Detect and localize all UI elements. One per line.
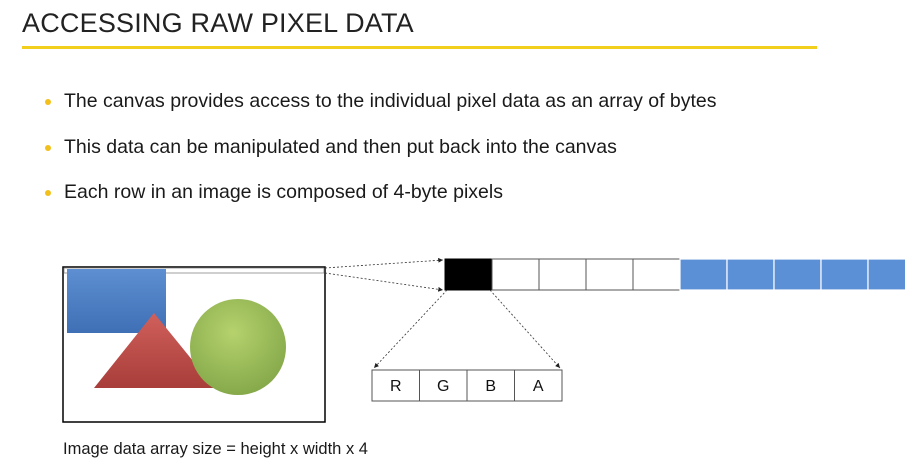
pixel-cell bbox=[867, 258, 905, 291]
pixel-row bbox=[444, 258, 905, 291]
sample-image bbox=[62, 266, 326, 423]
channel-cell bbox=[514, 369, 563, 402]
bullet-dot-icon bbox=[45, 144, 51, 151]
bullet-item: This data can be manipulated and then pu… bbox=[44, 136, 717, 158]
red-triangle-shape bbox=[94, 313, 215, 388]
pixel-cell bbox=[679, 258, 728, 291]
bullet-dot-icon bbox=[45, 99, 51, 105]
channel-label: R bbox=[390, 378, 402, 395]
channel-label: B bbox=[485, 378, 496, 395]
bullet-list: The canvas provides access to the indivi… bbox=[44, 90, 717, 227]
pixel-cell bbox=[820, 258, 869, 291]
array-size-caption: Image data array size = height x width x… bbox=[63, 440, 368, 458]
bullet-text: This data can be manipulated and then pu… bbox=[64, 135, 617, 158]
channel-cell bbox=[371, 369, 420, 402]
pixel-cell bbox=[632, 258, 681, 291]
pixel-cell bbox=[773, 258, 822, 291]
green-circle-shape bbox=[190, 299, 286, 395]
bullet-dot-icon bbox=[45, 190, 51, 196]
bullet-item: Each row in an image is composed of 4-by… bbox=[44, 181, 717, 203]
bullet-item: The canvas provides access to the indivi… bbox=[44, 90, 717, 112]
channel-label: G bbox=[437, 378, 449, 395]
slide-title: ACCESSING RAW PIXEL DATA bbox=[22, 8, 414, 38]
title-underline bbox=[22, 46, 817, 49]
pixel-cell bbox=[538, 258, 587, 291]
channel-expand-arrow-left bbox=[373, 289, 448, 369]
channel-cell bbox=[466, 369, 515, 402]
pixel-cell bbox=[491, 258, 540, 291]
channel-expand-arrow-right bbox=[489, 289, 561, 369]
bullet-text: Each row in an image is composed of 4-by… bbox=[64, 181, 503, 203]
pixel-cell bbox=[444, 258, 493, 291]
channel-label: A bbox=[533, 378, 544, 395]
image-row-highlight bbox=[63, 267, 325, 274]
row-expand-arrow-top bbox=[324, 257, 444, 269]
pixel-cell bbox=[726, 258, 775, 291]
bullet-text: The canvas provides access to the indivi… bbox=[64, 90, 717, 112]
row-expand-arrow-bottom bbox=[324, 272, 444, 292]
pixel-cell bbox=[585, 258, 634, 291]
channel-cell bbox=[419, 369, 468, 402]
